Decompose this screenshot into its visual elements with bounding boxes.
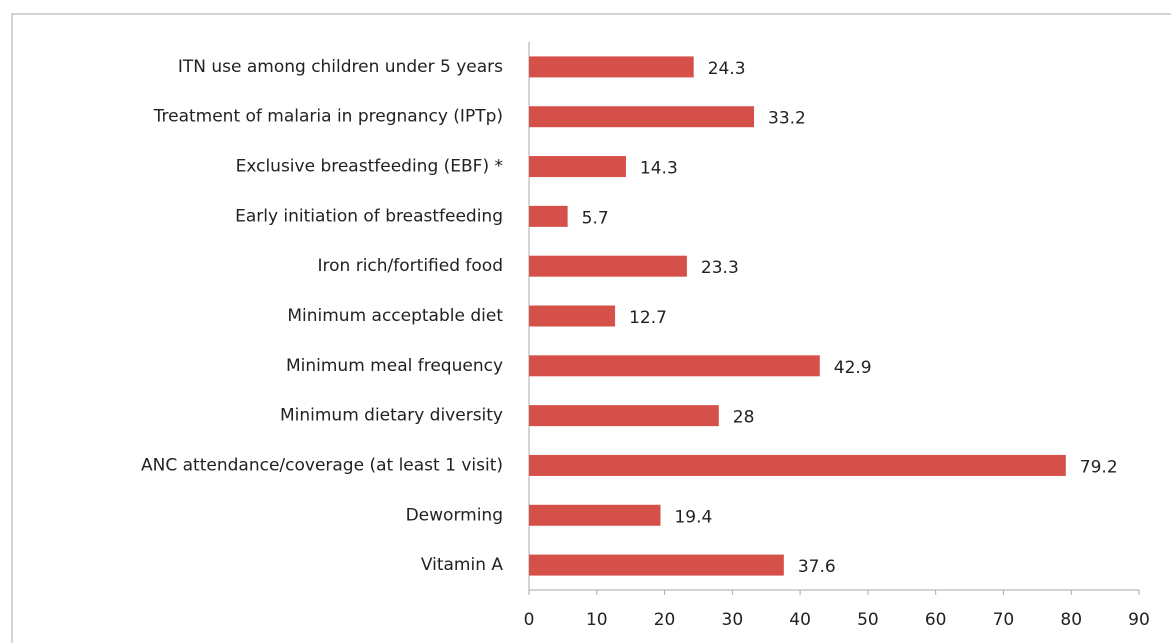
value-label: 79.2 — [1080, 457, 1118, 477]
bar — [529, 504, 661, 526]
bar — [529, 454, 1066, 476]
y-tick-label: Iron rich/fortified food — [318, 256, 503, 276]
bar — [529, 355, 820, 377]
y-tick-label: Deworming — [406, 505, 503, 525]
x-tick-label: 30 — [722, 610, 744, 630]
value-label: 24.3 — [708, 59, 746, 79]
bar — [529, 156, 626, 178]
y-tick-label: Vitamin A — [421, 555, 504, 575]
chart-border — [11, 13, 1171, 643]
value-label: 33.2 — [768, 109, 806, 129]
x-tick-label: 50 — [857, 610, 879, 630]
x-tick-label: 20 — [654, 610, 676, 630]
y-tick-label: Exclusive breastfeeding (EBF) * — [236, 157, 503, 177]
x-tick-label: 80 — [1060, 610, 1082, 630]
x-tick-label: 60 — [925, 610, 947, 630]
bar — [529, 255, 687, 277]
value-label: 23.3 — [701, 258, 739, 278]
bar — [529, 554, 784, 576]
y-tick-label: Minimum meal frequency — [286, 356, 503, 376]
value-label: 19.4 — [674, 507, 712, 527]
bar — [529, 305, 616, 327]
value-label: 12.7 — [629, 308, 667, 328]
value-label: 42.9 — [834, 358, 872, 378]
bar — [529, 205, 568, 227]
value-label: 14.3 — [640, 159, 678, 179]
x-tick-label: 0 — [524, 610, 535, 630]
y-tick-label: ITN use among children under 5 years — [178, 57, 503, 77]
x-tick-label: 40 — [789, 610, 811, 630]
y-tick-label: Early initiation of breastfeeding — [235, 206, 503, 226]
x-tick-label: 10 — [586, 610, 608, 630]
value-label: 5.7 — [582, 208, 609, 228]
y-tick-label: Minimum acceptable diet — [287, 306, 503, 326]
bar — [529, 106, 755, 128]
value-label: 37.6 — [798, 557, 836, 577]
y-tick-label: Treatment of malaria in pregnancy (IPTp) — [153, 107, 503, 127]
bar — [529, 56, 694, 78]
x-tick-label: 70 — [993, 610, 1015, 630]
value-label: 28 — [733, 408, 755, 428]
y-tick-label: ANC attendance/coverage (at least 1 visi… — [141, 455, 503, 475]
y-tick-label: Minimum dietary diversity — [280, 406, 503, 426]
x-tick-label: 90 — [1128, 610, 1150, 630]
bar — [529, 405, 719, 427]
